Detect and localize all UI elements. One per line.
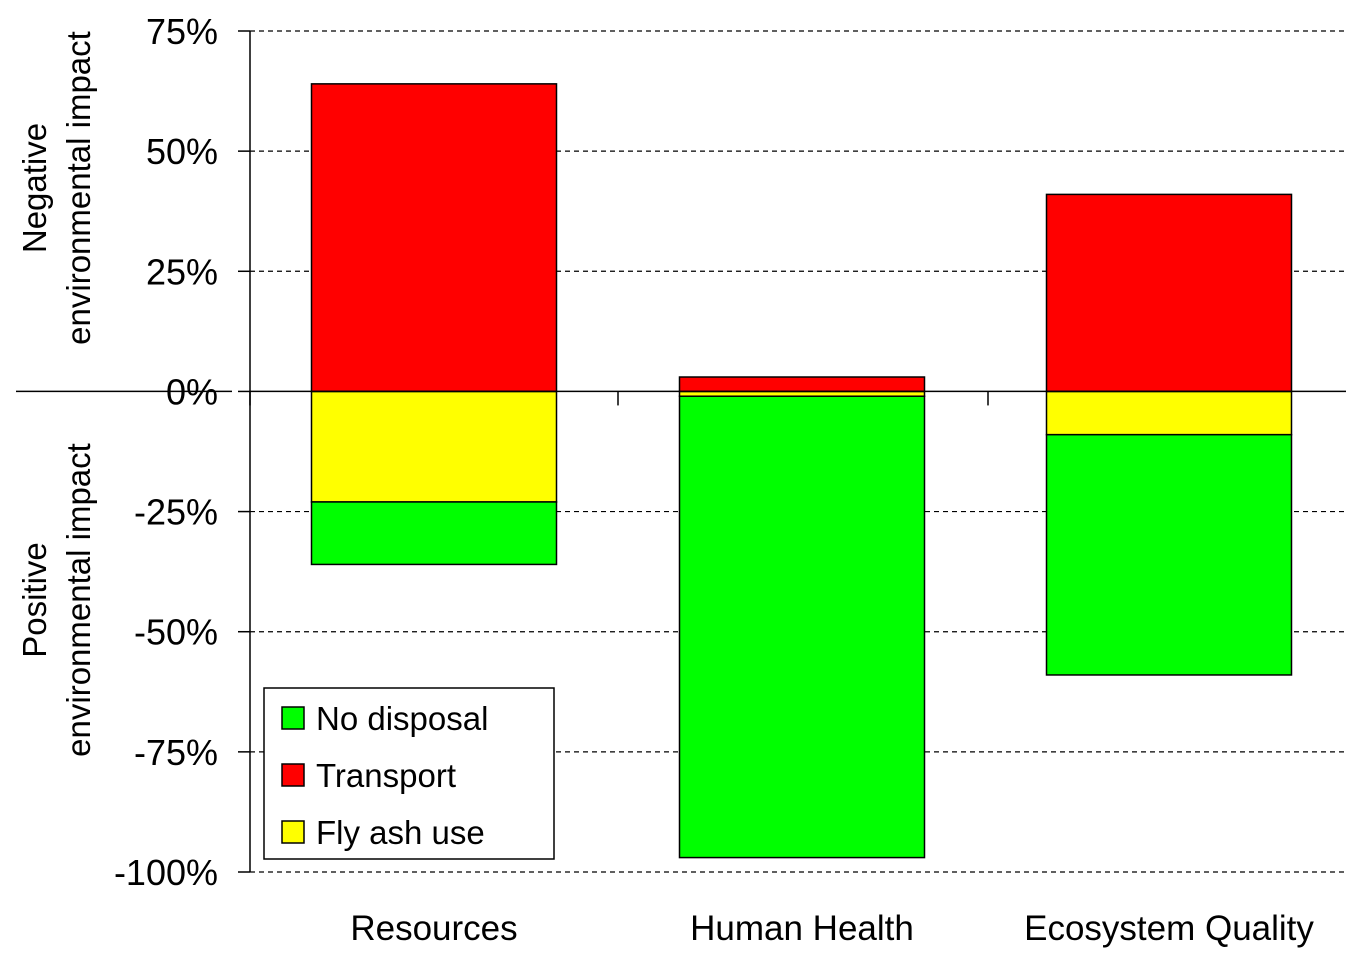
negative-impact-label-line: Negative xyxy=(16,123,53,253)
y-tick-label: 50% xyxy=(146,131,218,172)
positive-impact-label-line: environmental impact xyxy=(60,443,97,757)
legend-box xyxy=(263,687,555,860)
y-tick-label: 75% xyxy=(146,11,218,52)
bar-resources-fly-ash-use xyxy=(310,390,558,503)
bar-ecosystem-quality-transport xyxy=(1045,193,1293,393)
y-tick-labels: 75%50%25%0%-25%-50%-75%-100% xyxy=(114,11,218,893)
legend-swatch-fly-ash-use xyxy=(281,820,305,844)
bar-human-health-transport xyxy=(678,376,926,393)
axes xyxy=(238,30,1346,873)
y-tick-label: -75% xyxy=(134,732,218,773)
legend-swatch-no-disposal xyxy=(281,706,305,730)
bar-resources-transport xyxy=(310,83,558,393)
y-tick-label: -50% xyxy=(134,612,218,653)
y-tick-label: -25% xyxy=(134,492,218,533)
bar-ecosystem-quality-no-disposal xyxy=(1045,433,1293,676)
legend-swatch-transport xyxy=(281,763,305,787)
x-tick-label: Resources xyxy=(350,909,517,948)
bar-human-health-no-disposal xyxy=(678,395,926,859)
bars xyxy=(310,83,1293,859)
bar-ecosystem-quality-fly-ash-use xyxy=(1045,390,1293,436)
x-tick-label: Ecosystem Quality xyxy=(1024,909,1314,948)
y-tick-label: 25% xyxy=(146,251,218,292)
bar-resources-no-disposal xyxy=(310,501,558,566)
legend-label-fly-ash-use: Fly ash use xyxy=(316,814,485,851)
legend: No disposal Transport Fly ash use xyxy=(263,687,555,860)
legend-label-transport: Transport xyxy=(316,757,456,794)
positive-impact-label-line: Positive xyxy=(16,542,53,658)
y-tick-label: -100% xyxy=(114,852,218,893)
x-tick-labels: Resources Human Health Ecosystem Quality xyxy=(350,909,1314,948)
negative-impact-label: Negative environmental impact xyxy=(16,31,97,345)
negative-impact-label-line: environmental impact xyxy=(60,31,97,345)
x-tick-label: Human Health xyxy=(690,909,914,948)
positive-impact-label: Positive environmental impact xyxy=(16,443,97,757)
legend-label-no-disposal: No disposal xyxy=(316,700,488,737)
